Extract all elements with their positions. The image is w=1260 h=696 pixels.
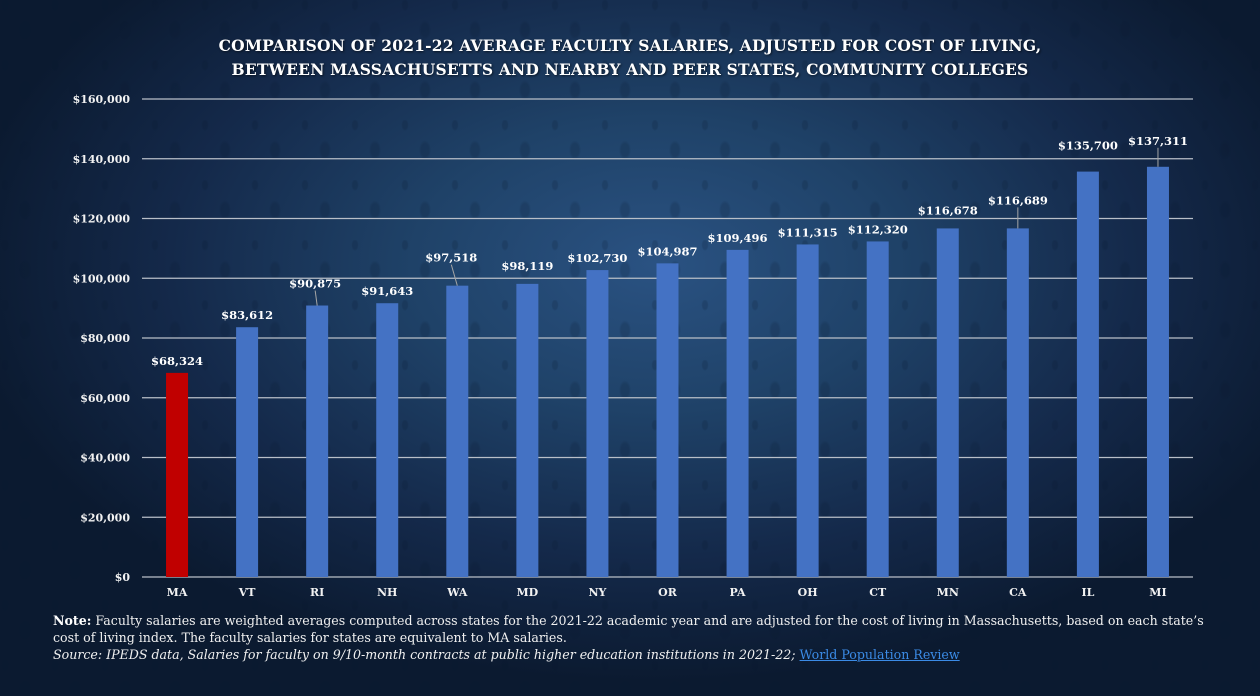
x-tick-label-md: MD	[517, 586, 539, 599]
bar-il	[1076, 171, 1099, 577]
x-axis-tick-labels: MA VT RI NH WA MD NY OR PA OH CT MN CA IL MI	[167, 586, 1167, 599]
bar-ma	[166, 372, 189, 577]
data-label-mn: $116,678	[918, 203, 978, 217]
x-tick-label-pa: PA	[730, 586, 746, 599]
x-tick-label-il: IL	[1081, 586, 1094, 599]
y-tick-label: $160,000	[73, 93, 131, 106]
y-tick-label: $120,000	[73, 213, 131, 226]
x-tick-label-mn: MN	[937, 586, 959, 599]
data-label-mi: $137,311	[1128, 134, 1188, 148]
x-tick-label-ct: CT	[869, 586, 887, 599]
x-tick-label-ny: NY	[588, 586, 606, 599]
bar-ny	[586, 270, 609, 577]
data-label-ca: $116,689	[988, 193, 1048, 207]
bar-mn	[936, 228, 959, 577]
data-label-ny: $102,730	[567, 251, 627, 265]
data-label-leaders	[314, 147, 1159, 306]
x-tick-label-ri: RI	[310, 586, 324, 599]
x-tick-label-ca: CA	[1009, 586, 1027, 599]
world-population-review-link[interactable]: World Population Review	[799, 647, 960, 662]
data-labels: $68,324 $83,612 $90,875 $91,643 $97,518 $98,1…	[151, 134, 1188, 368]
y-tick-label: $20,000	[80, 511, 130, 524]
x-tick-label-or: OR	[658, 586, 678, 599]
x-tick-label-oh: OH	[798, 586, 818, 599]
footnotes: Note: Faculty salaries are weighted aver…	[53, 612, 1233, 663]
y-axis-tick-labels: $0 $20,000 $40,000 $60,000 $80,000 $100,000 $1…	[73, 93, 131, 584]
data-label-nh: $91,643	[361, 284, 413, 298]
y-tick-label: $80,000	[80, 332, 130, 345]
data-label-md: $98,119	[501, 259, 553, 273]
source-line: Source: IPEDS data, Salaries for faculty…	[53, 646, 1233, 663]
y-tick-label: $60,000	[80, 392, 130, 405]
x-tick-label-wa: WA	[446, 586, 468, 599]
chart-title: COMPARISON OF 2021-22 AVERAGE FACULTY SA…	[0, 34, 1260, 82]
x-tick-label-vt: VT	[238, 586, 257, 599]
y-tick-label: $140,000	[73, 153, 131, 166]
data-label-ma: $68,324	[151, 354, 203, 368]
bar-oh	[796, 244, 819, 577]
data-label-wa: $97,518	[425, 251, 477, 265]
bar-wa	[446, 285, 469, 577]
bars	[166, 166, 1169, 578]
data-label-leader	[450, 264, 458, 286]
data-label-vt: $83,612	[221, 308, 273, 322]
y-tick-label: $100,000	[73, 272, 131, 285]
note-label: Note:	[53, 613, 92, 628]
bar-md	[516, 283, 539, 577]
x-tick-label-mi: MI	[1149, 586, 1166, 599]
data-label-il: $135,700	[1058, 139, 1118, 153]
data-label-or: $104,987	[637, 244, 697, 258]
bar-or	[656, 263, 679, 577]
source-text: Source: IPEDS data, Salaries for faculty…	[53, 647, 796, 662]
x-tick-label-nh: NH	[377, 586, 397, 599]
bar-ca	[1006, 228, 1029, 578]
data-label-pa: $109,496	[708, 231, 768, 245]
bar-vt	[236, 327, 259, 577]
data-label-oh: $111,315	[778, 225, 838, 239]
y-tick-label: $40,000	[80, 452, 130, 465]
y-tick-label: $0	[115, 571, 131, 584]
note-text: Faculty salaries are weighted averages c…	[53, 613, 1204, 645]
data-label-ri: $90,875	[289, 277, 341, 291]
bar-nh	[376, 303, 399, 577]
data-label-ct: $112,320	[848, 222, 908, 236]
note-paragraph: Note: Faculty salaries are weighted aver…	[53, 612, 1233, 646]
bar-mi	[1146, 166, 1169, 577]
bar-ri	[306, 305, 329, 577]
x-tick-label-ma: MA	[167, 586, 188, 599]
chart-title-line-1: COMPARISON OF 2021-22 AVERAGE FACULTY SA…	[218, 36, 1042, 55]
bar-ct	[866, 241, 889, 577]
chart-title-line-2: BETWEEN MASSACHUSETTS AND NEARBY AND PEE…	[231, 60, 1029, 79]
bar-pa	[726, 249, 749, 577]
data-label-leader	[314, 290, 318, 306]
